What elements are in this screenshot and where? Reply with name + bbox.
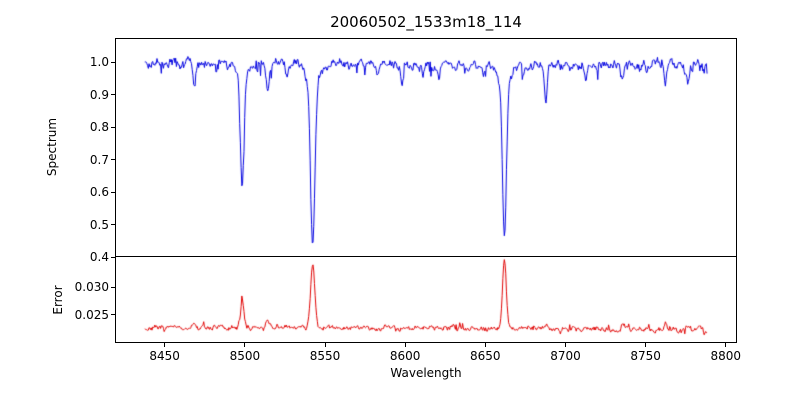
x-tick-mark (324, 343, 326, 347)
x-tick-mark (164, 343, 166, 347)
y-tick-label: 0.025 (74, 307, 109, 322)
x-tick-mark (725, 343, 727, 347)
y-tick-mark (111, 126, 115, 128)
y-tick-label: 1.0 (89, 55, 109, 70)
x-tick-label: 8550 (309, 349, 341, 363)
y-tick-label: 0.9 (89, 87, 109, 102)
y-tick-label: 0.030 (74, 280, 109, 295)
y-tick-mark (111, 61, 115, 63)
x-tick-label: 8450 (149, 349, 180, 363)
x-tick-label: 8700 (550, 349, 581, 363)
y-tick-mark (111, 191, 115, 193)
spectrum-series-line (116, 39, 736, 256)
x-tick-label: 8500 (229, 349, 261, 363)
y-tick-label: 0.5 (89, 217, 109, 232)
x-tick-label: 8650 (470, 349, 501, 363)
x-tick-label: 8800 (710, 349, 742, 363)
x-axis-label: Wavelength (390, 366, 462, 380)
y-tick-label: 0.6 (89, 185, 109, 199)
y-tick-mark (111, 256, 115, 258)
y-tick-mark (111, 286, 115, 288)
spectrum-panel (115, 38, 737, 257)
y-tick-mark (111, 314, 115, 316)
error-panel (115, 257, 737, 343)
y-tick-mark (111, 159, 115, 161)
x-tick-label: 8600 (389, 349, 421, 363)
y-tick-label: 0.4 (89, 250, 109, 264)
y-tick-label: 0.7 (89, 152, 109, 167)
x-tick-mark (404, 343, 406, 347)
y-tick-mark (111, 224, 115, 225)
x-tick-mark (484, 343, 486, 347)
y-tick-mark (111, 94, 115, 96)
error-y-axis-label: Error (51, 285, 65, 315)
error-series-line (116, 257, 736, 342)
y-tick-label: 0.8 (89, 120, 109, 135)
x-tick-mark (244, 343, 246, 347)
x-tick-label: 8750 (630, 349, 661, 363)
chart-title: 20060502_1533m18_114 (330, 13, 522, 31)
x-tick-mark (645, 343, 647, 347)
x-tick-mark (564, 343, 566, 347)
spectrum-y-axis-label: Spectrum (45, 117, 59, 177)
